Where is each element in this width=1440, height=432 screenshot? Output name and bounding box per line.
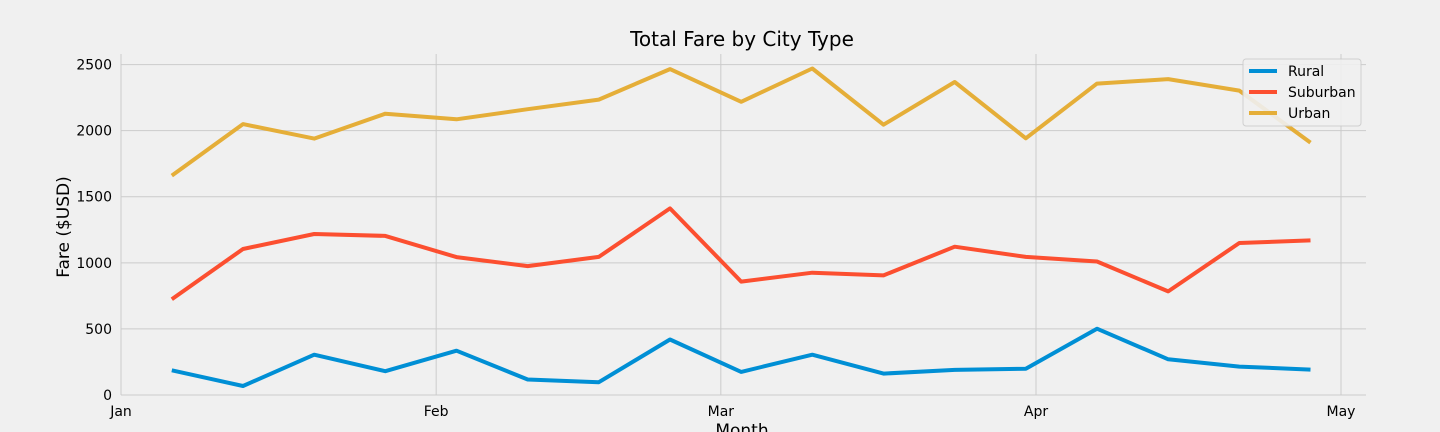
x-tick-label: Mar [708,404,735,420]
y-tick-label: 2500 [76,58,112,74]
y-axis-label: Fare ($USD) [54,176,74,278]
legend-label: Urban [1288,106,1330,122]
y-tick-label: 0 [103,388,112,404]
series-line-urban [170,66,1312,178]
y-tick-label: 1000 [76,256,112,272]
x-axis-label: Month [715,421,768,432]
legend-box [1242,58,1362,127]
legend-label: Suburban [1288,85,1356,101]
x-tick-label: Apr [1024,404,1048,420]
x-tick-label: Feb [424,404,449,420]
legend-label: Rural [1288,64,1324,80]
grid [120,54,1366,396]
x-axis-ticks: Jan Feb Mar Apr May [109,404,1355,420]
x-tick-label: Jan [109,404,132,420]
x-tick-label: May [1327,404,1356,420]
chart-title: Total Fare by City Type [629,27,854,51]
y-tick-label: 500 [85,322,112,338]
y-tick-label: 1500 [76,190,112,206]
legend: Rural Suburban Urban [1242,58,1362,127]
series-line-suburban [170,206,1311,301]
series-lines [170,66,1312,388]
y-tick-label: 2000 [76,124,112,140]
y-axis-ticks: 0 500 1000 1500 2000 2500 [76,58,112,404]
series-line-rural [171,326,1311,388]
